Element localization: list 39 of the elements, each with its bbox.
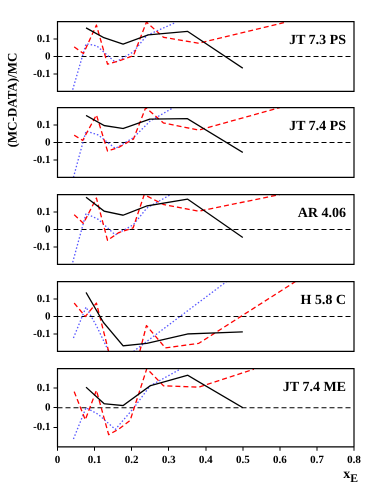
line-series [72, 194, 172, 264]
y-tick-label: 0.1 [36, 32, 50, 45]
y-axis-title: (MC-DATA)/MC [4, 52, 20, 148]
x-tick-label: 0.1 [88, 454, 102, 466]
y-tick-label: 0.1 [36, 119, 50, 132]
line-series [74, 368, 255, 435]
annotation: JT 7.3 PS [289, 32, 346, 48]
y-tick-label: 0 [45, 310, 51, 322]
x-axis-title: x$_{E}$ [343, 467, 358, 485]
y-tick-label: -0.1 [33, 154, 50, 166]
y-tick-label: 0.1 [36, 381, 50, 394]
x-tick-label: 0.5 [236, 454, 250, 466]
annotation: H 5.8 C [300, 293, 346, 308]
y-tick-label: -0.1 [33, 240, 50, 253]
x-tick-label: 0.7 [310, 454, 324, 466]
y-tick-label: 0 [45, 223, 51, 236]
y-tick-label: -0.1 [33, 420, 50, 433]
line-series [72, 108, 174, 178]
x-tick-label: 0.3 [162, 454, 176, 466]
y-tick-label: -0.1 [33, 67, 50, 80]
y-tick-label: -0.1 [33, 328, 50, 340]
x-tick-label: 0.2 [124, 454, 139, 466]
x-tick-label: 0.6 [273, 454, 288, 466]
y-tick-label: 0 [45, 50, 51, 62]
annotation: JT 7.4 ME [282, 380, 346, 395]
y-tick-label: 0.1 [36, 292, 50, 305]
line-series [74, 21, 285, 65]
annotation: JT 7.4 PS [289, 120, 346, 135]
annotation: AR 4.06 [298, 206, 346, 222]
x-tick-label: 0.8 [347, 454, 362, 466]
x-tick-label: 0 [54, 454, 61, 466]
y-tick-label: 0.1 [36, 206, 50, 218]
line-series [74, 108, 281, 152]
y-tick-label: 0 [45, 401, 51, 414]
line-series [72, 368, 181, 440]
line-series [74, 194, 281, 242]
line-series [72, 22, 176, 90]
x-tick-label: 0.4 [198, 454, 214, 466]
y-tick-label: 0 [45, 136, 51, 149]
